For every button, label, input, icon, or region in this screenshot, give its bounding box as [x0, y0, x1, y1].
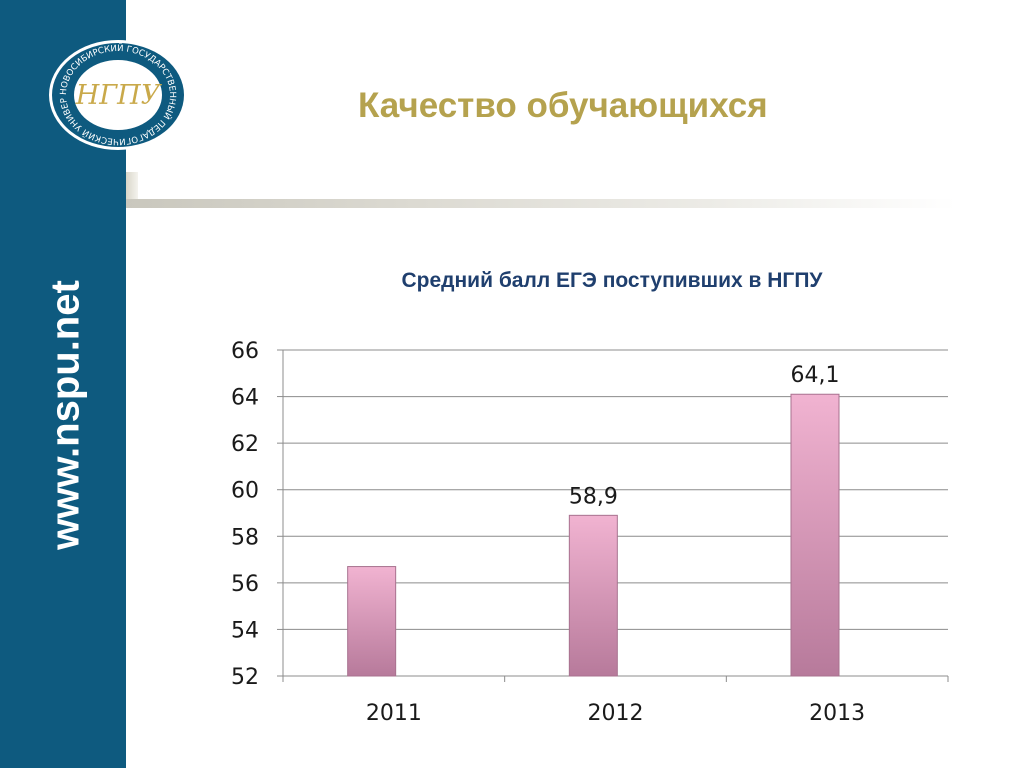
y-tick-label: 58	[231, 525, 259, 550]
title-divider	[126, 199, 956, 208]
bars	[347, 393, 840, 677]
divider-accent	[126, 172, 138, 200]
y-tick-label: 64	[231, 386, 259, 411]
university-logo: НОВОСИБИРСКИЙ ГОСУДАРСТВЕННЫЙ ПЕДАГОГИЧЕ…	[47, 38, 187, 150]
x-tick-label: 2011	[366, 701, 422, 726]
y-tick-label: 60	[231, 479, 259, 504]
x-tick-label: 2013	[809, 701, 865, 726]
y-tick-label: 52	[231, 665, 259, 690]
bar-2011	[347, 566, 397, 677]
data-label: 64,1	[791, 363, 840, 388]
y-tick-label: 66	[231, 339, 259, 364]
x-tick-label: 2012	[588, 701, 644, 726]
y-tick-label: 56	[231, 572, 259, 597]
slide-title: Качество обучающихся	[358, 86, 768, 125]
y-tick-label: 62	[231, 432, 259, 457]
bar-2013	[790, 393, 840, 677]
chart-title: Средний балл ЕГЭ поступивших в НГПУ	[401, 269, 823, 292]
logo-inner-field	[74, 60, 162, 130]
labels: 52 54 56 58 60 62 64 66 2011 2012 58,9 2013 64,1	[231, 339, 865, 726]
bar-2012	[568, 514, 618, 677]
data-label: 58,9	[569, 484, 618, 509]
y-tick-label: 54	[231, 618, 259, 643]
logo-monogram: НГПУ	[75, 80, 163, 111]
